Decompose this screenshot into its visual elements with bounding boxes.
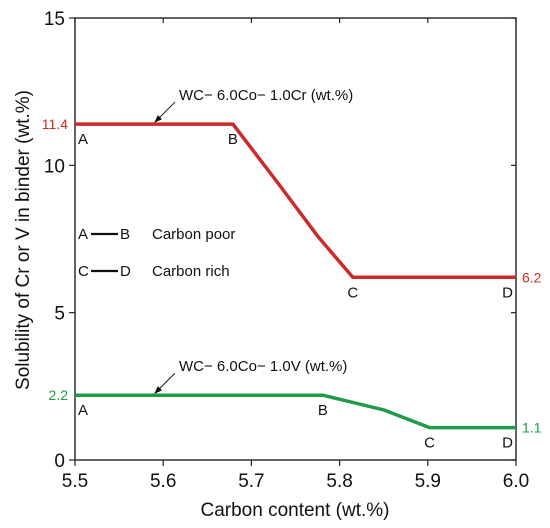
y-axis-label: Solubility of Cr or V in binder (wt.%)	[13, 90, 34, 390]
point-label-c: C	[424, 435, 435, 452]
point-label-a: A	[78, 402, 88, 419]
y-tick-label: 0	[54, 451, 65, 472]
legend-text: Carbon rich	[152, 263, 230, 280]
x-tick-label: 6.0	[503, 471, 529, 492]
annotation-arrow	[154, 372, 176, 394]
point-label-d: D	[502, 284, 513, 301]
y-tick-label: 5	[54, 304, 65, 325]
series-name-label: WC− 6.0Co− 1.0Cr (wt.%)	[179, 87, 353, 104]
series-1: 11.4 6.2 A B C D WC− 6.0Co− 1.0Cr (wt.%)	[42, 87, 542, 301]
point-label-d: D	[502, 435, 513, 452]
end-value-label: 6.2	[522, 269, 542, 285]
x-tick-label: 5.6	[150, 471, 176, 492]
legend-to: B	[120, 226, 130, 243]
x-tick-label: 5.7	[238, 471, 264, 492]
x-axis: 5.5 5.6 5.7 5.8 5.9 6.0	[62, 18, 529, 492]
legend-to: D	[120, 263, 131, 280]
series-line	[75, 122, 516, 280]
point-label-b: B	[228, 131, 238, 148]
start-value-label: 2.2	[49, 387, 69, 403]
x-axis-label: Carbon content (wt.%)	[200, 500, 389, 521]
legend-text: Carbon poor	[152, 226, 235, 243]
start-value-label: 11.4	[42, 116, 68, 132]
series-layer: 11.4 6.2 A B C D WC− 6.0Co− 1.0Cr (wt.%) 2.2 1.1…	[42, 87, 542, 452]
point-label-c: C	[347, 284, 358, 301]
series-name-label: WC− 6.0Co− 1.0V (wt.%)	[179, 358, 347, 375]
series-2: 2.2 1.1 A B C D WC− 6.0Co− 1.0V (wt.%)	[49, 358, 542, 451]
end-value-label: 1.1	[522, 420, 542, 436]
y-axis: 0 5 10 15	[44, 9, 516, 472]
x-tick-label: 5.9	[415, 471, 441, 492]
point-label-b: B	[318, 402, 328, 419]
series-line	[75, 393, 516, 430]
y-tick-label: 15	[44, 9, 65, 30]
legend-from: C	[78, 263, 89, 280]
plot-frame	[74, 17, 517, 461]
legend-from: A	[78, 226, 88, 243]
x-tick-label: 5.5	[62, 471, 88, 492]
point-label-a: A	[78, 131, 88, 148]
legend: A B Carbon poor C D Carbon rich	[78, 226, 235, 280]
y-tick-label: 10	[44, 156, 65, 177]
x-tick-label: 5.8	[326, 471, 352, 492]
annotation-arrow	[154, 101, 176, 123]
